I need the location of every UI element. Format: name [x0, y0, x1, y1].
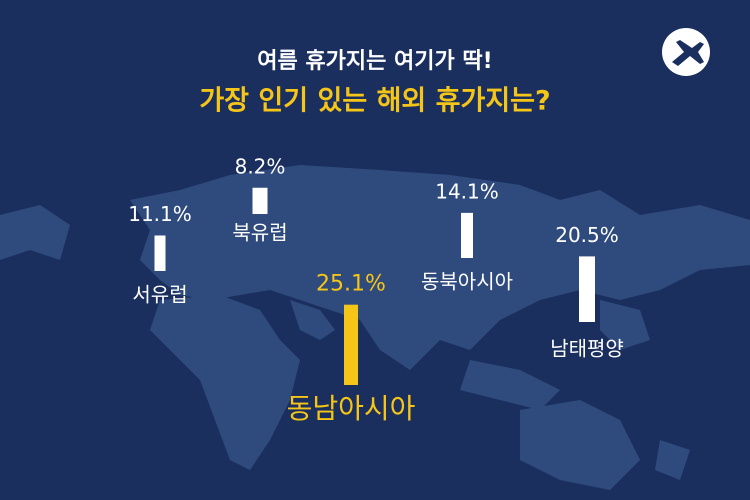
value-label: 11.1% — [128, 202, 192, 226]
bar — [154, 235, 166, 271]
bar — [579, 256, 595, 322]
category-label: 서유럽 — [132, 283, 187, 307]
category-label: 동남아시아 — [287, 392, 416, 425]
bar — [344, 304, 358, 385]
bar — [461, 212, 473, 258]
world-map — [0, 165, 750, 490]
logo — [662, 28, 710, 76]
value-label: 20.5% — [555, 223, 619, 247]
category-label: 동북아시아 — [421, 270, 513, 294]
category-label: 남태평양 — [550, 337, 624, 361]
bar — [252, 187, 268, 214]
value-label: 25.1% — [316, 272, 386, 297]
value-label: 8.2% — [235, 154, 286, 178]
category-label: 북유럽 — [232, 221, 287, 245]
value-label: 14.1% — [435, 179, 499, 203]
chart-title: 가장 인기 있는 해외 휴가지는? — [199, 86, 550, 117]
subtitle: 여름 휴가지는 여기가 딱! — [257, 49, 492, 74]
